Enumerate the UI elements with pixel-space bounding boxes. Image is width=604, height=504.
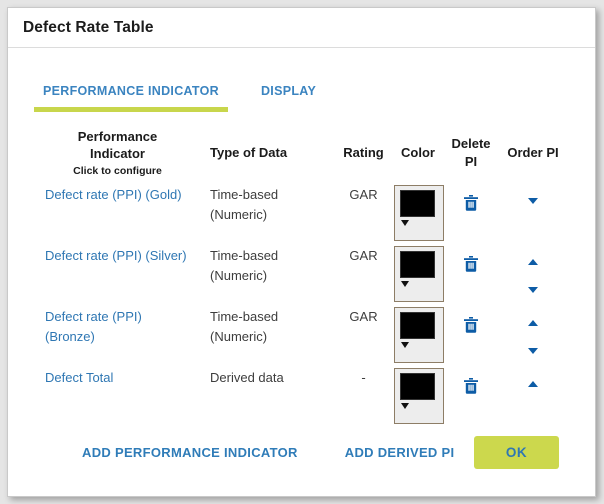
move-down-icon[interactable] bbox=[528, 198, 538, 204]
move-up-icon[interactable] bbox=[528, 381, 538, 387]
pi-order-cell bbox=[497, 303, 569, 354]
header-type-of-data: Type of Data bbox=[210, 145, 288, 161]
add-derived-pi-button[interactable]: ADD DERIVED PI bbox=[344, 445, 455, 460]
pi-color-cell bbox=[391, 303, 445, 363]
table-row: Defect rate (PPI) (Gold) Time-based (Num… bbox=[45, 181, 595, 242]
color-picker-swatch[interactable] bbox=[394, 307, 444, 363]
table-header-row: Performance Indicator Click to configure… bbox=[45, 125, 595, 181]
pi-order-cell bbox=[497, 181, 569, 204]
pi-rating: GAR bbox=[349, 248, 378, 263]
header-rating: Rating bbox=[343, 145, 384, 161]
pi-delete-cell bbox=[445, 364, 497, 400]
header-color: Color bbox=[401, 145, 435, 161]
move-up-icon[interactable] bbox=[528, 320, 538, 326]
add-performance-indicator-button[interactable]: ADD PERFORMANCE INDICATOR bbox=[82, 445, 298, 460]
pi-color-cell bbox=[391, 181, 445, 241]
pi-delete-cell bbox=[445, 303, 497, 339]
color-chip bbox=[400, 251, 435, 278]
pi-delete-cell bbox=[445, 242, 497, 278]
trash-icon[interactable] bbox=[464, 378, 478, 400]
pi-order-cell bbox=[497, 364, 569, 387]
dialog-title: Defect Rate Table bbox=[23, 19, 154, 36]
pi-name-link: Defect Total bbox=[45, 370, 114, 385]
color-picker-swatch[interactable] bbox=[394, 246, 444, 302]
color-chip bbox=[400, 190, 435, 217]
color-chip bbox=[400, 312, 435, 339]
dialog-title-bar: Defect Rate Table bbox=[8, 8, 595, 48]
pi-rating: GAR bbox=[349, 309, 378, 324]
trash-icon[interactable] bbox=[464, 317, 478, 339]
color-picker-swatch[interactable] bbox=[394, 185, 444, 241]
color-chip bbox=[400, 373, 435, 400]
defect-rate-table-dialog: Defect Rate Table PERFORMANCE INDICATOR … bbox=[7, 7, 596, 497]
header-delete-pi: Delete PI bbox=[451, 136, 491, 169]
pi-type: Time-based (Numeric) bbox=[210, 309, 279, 345]
pi-color-cell bbox=[391, 242, 445, 302]
trash-icon[interactable] bbox=[464, 195, 478, 217]
color-dropdown-icon bbox=[401, 403, 409, 409]
header-click-to-configure: Click to configure bbox=[73, 164, 162, 177]
move-up-icon[interactable] bbox=[528, 259, 538, 265]
move-down-icon[interactable] bbox=[528, 348, 538, 354]
pi-table: Performance Indicator Click to configure… bbox=[45, 125, 595, 425]
pi-type: Time-based (Numeric) bbox=[210, 248, 279, 284]
pi-name-link: Defect rate (PPI) (Bronze) bbox=[45, 309, 142, 345]
color-dropdown-icon bbox=[401, 220, 409, 226]
pi-type: Time-based (Numeric) bbox=[210, 187, 279, 223]
color-picker-swatch[interactable] bbox=[394, 368, 444, 424]
pi-name-link: Defect rate (PPI) (Gold) bbox=[45, 187, 182, 202]
color-dropdown-icon bbox=[401, 342, 409, 348]
dialog-footer: ADD PERFORMANCE INDICATOR ADD DERIVED PI… bbox=[82, 436, 559, 469]
color-dropdown-icon bbox=[401, 281, 409, 287]
pi-color-cell bbox=[391, 364, 445, 424]
trash-icon[interactable] bbox=[464, 256, 478, 278]
table-row: Defect Total Derived data - bbox=[45, 364, 595, 425]
header-performance-indicator: Performance Indicator Click to configure bbox=[45, 128, 210, 178]
tab-display[interactable]: DISPLAY bbox=[260, 84, 317, 98]
pi-rating: - bbox=[361, 370, 366, 385]
pi-name-link: Defect rate (PPI) (Silver) bbox=[45, 248, 187, 263]
table-row: Defect rate (PPI) (Silver) Time-based (N… bbox=[45, 242, 595, 303]
pi-type: Derived data bbox=[210, 370, 284, 385]
tab-performance-indicator[interactable]: PERFORMANCE INDICATOR bbox=[34, 84, 228, 112]
pi-delete-cell bbox=[445, 181, 497, 217]
move-down-icon[interactable] bbox=[528, 287, 538, 293]
ok-button[interactable]: OK bbox=[474, 436, 559, 469]
pi-rating: GAR bbox=[349, 187, 378, 202]
pi-order-cell bbox=[497, 242, 569, 293]
table-row: Defect rate (PPI) (Bronze) Time-based (N… bbox=[45, 303, 595, 364]
header-order-pi: Order PI bbox=[507, 145, 559, 161]
tab-bar: PERFORMANCE INDICATOR DISPLAY bbox=[34, 84, 595, 112]
